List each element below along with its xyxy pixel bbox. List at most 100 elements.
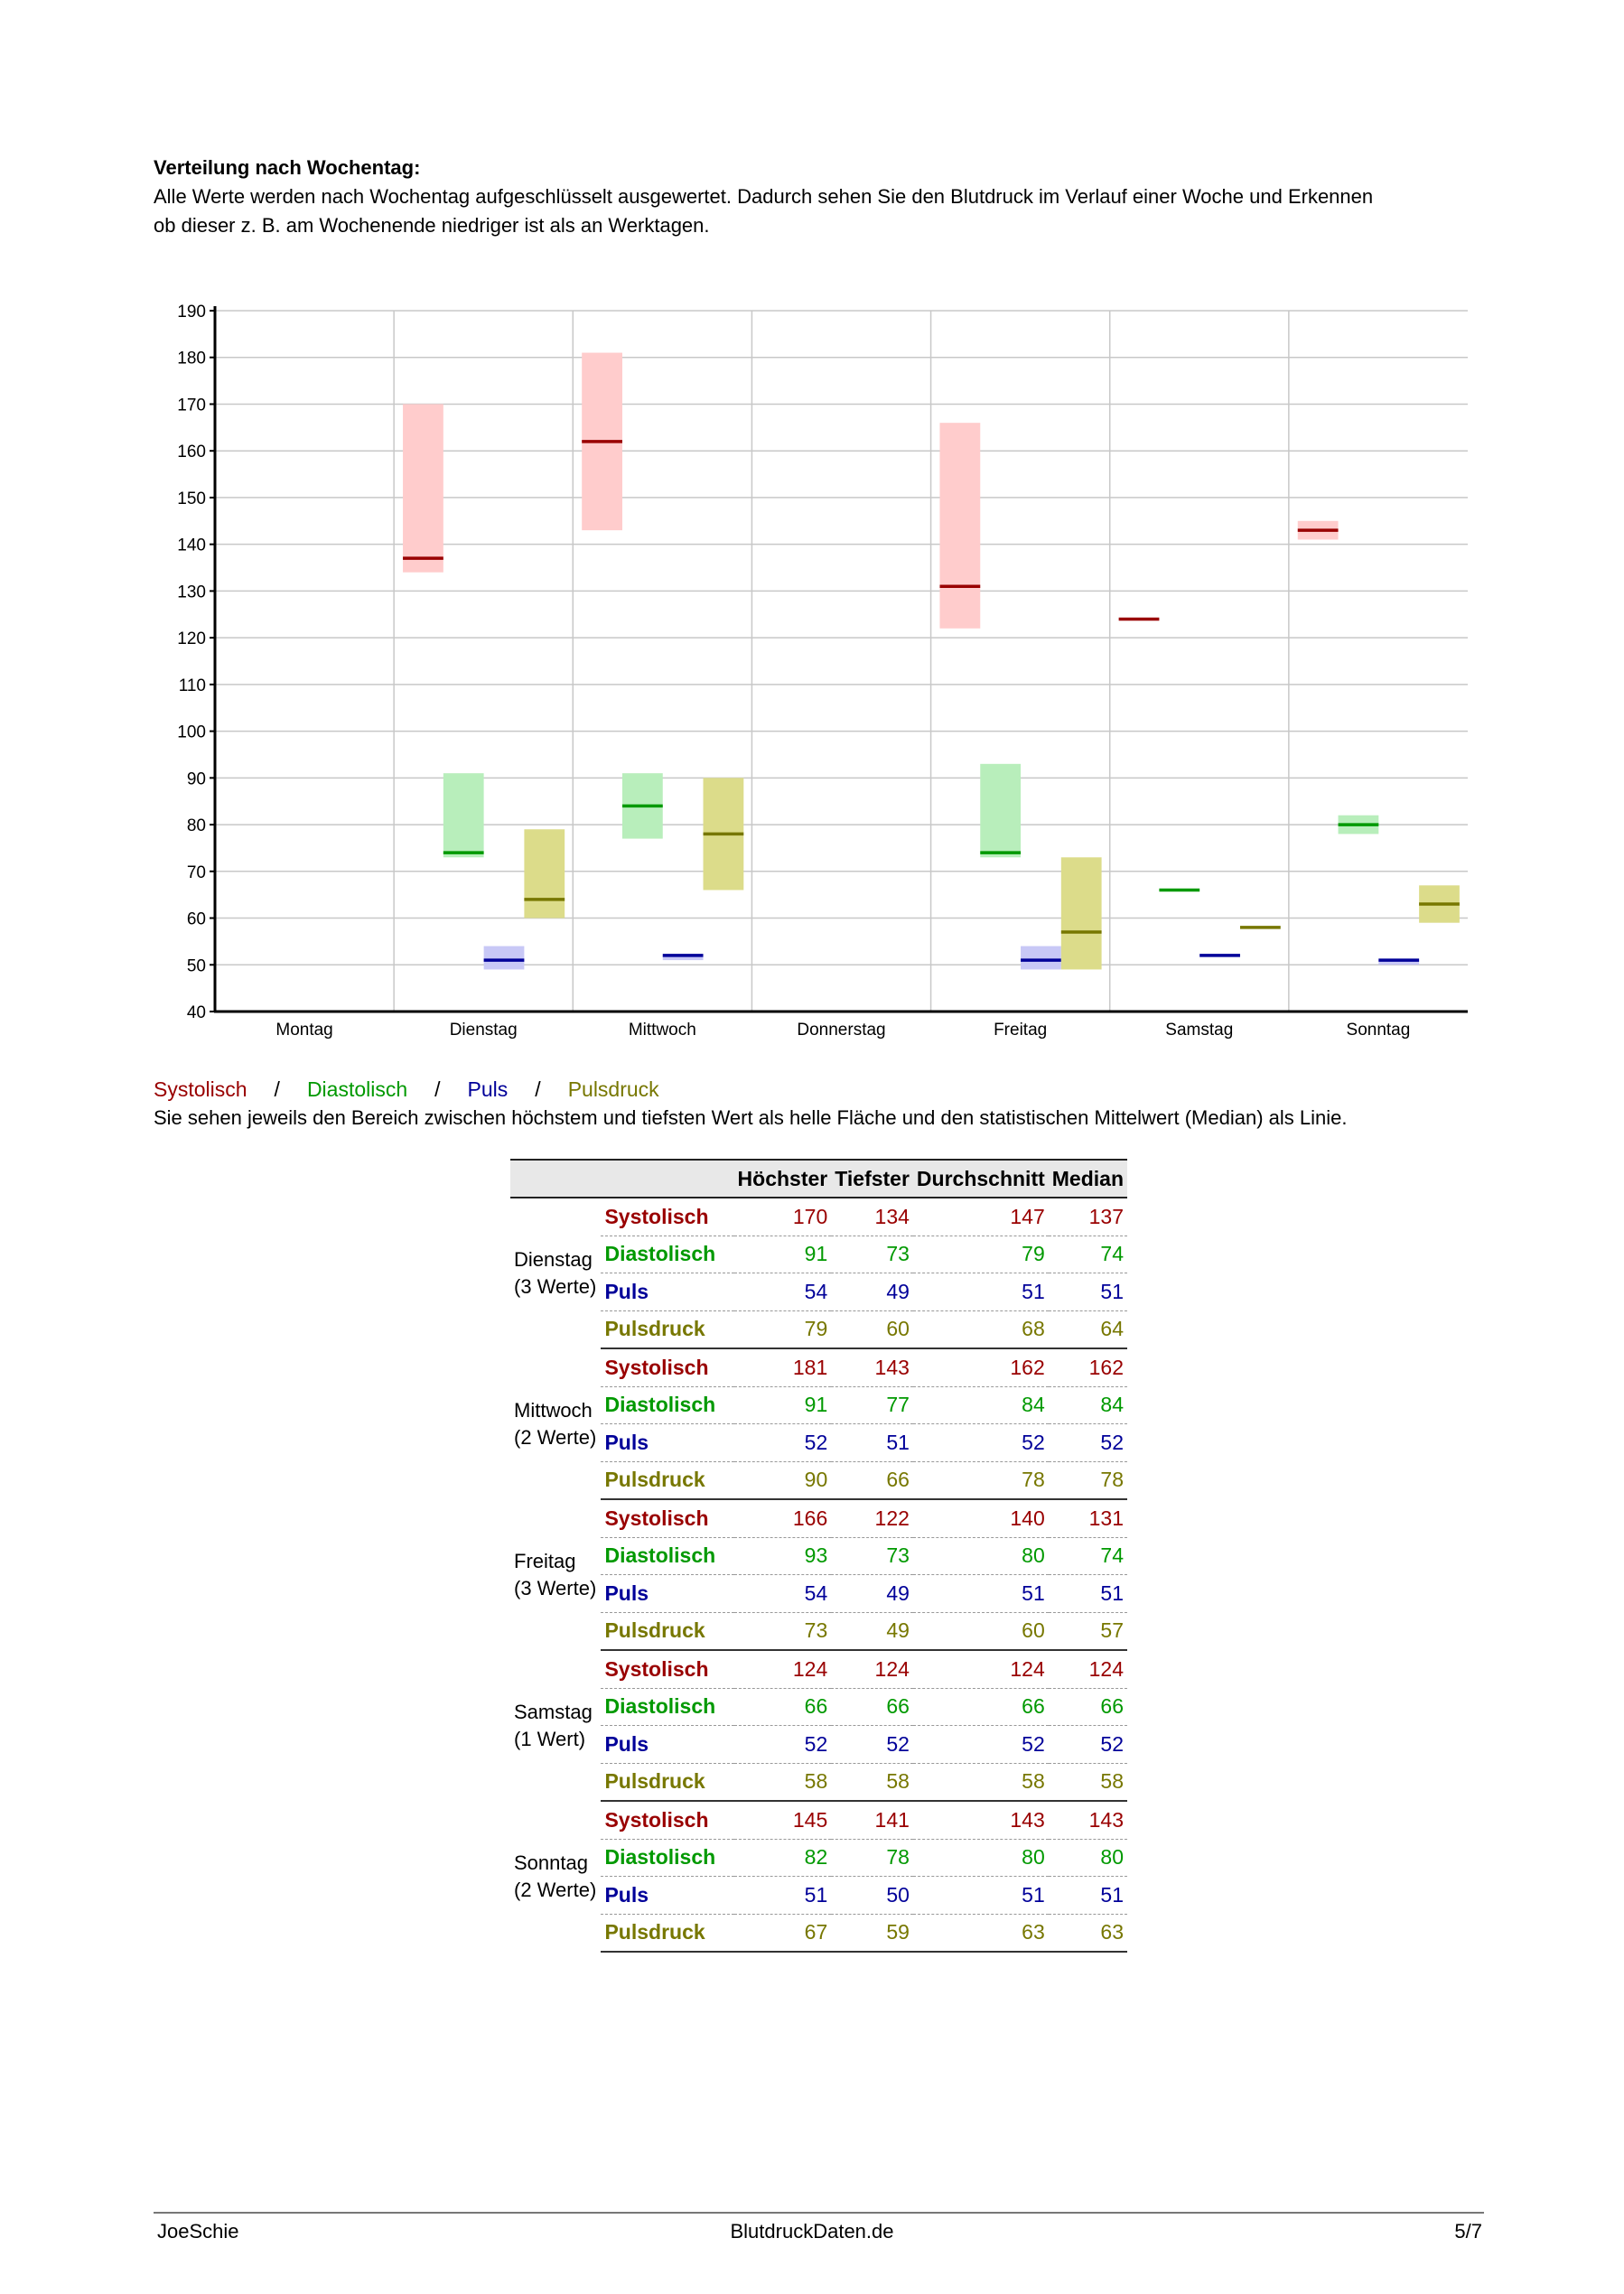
value-cell: 122 [831,1499,913,1538]
y-tick-label: 40 [187,1003,206,1022]
range-bar-puls [483,946,525,970]
parameter-label: Pulsdruck [601,1612,734,1651]
value-cell: 143 [1048,1801,1127,1840]
value-cell: 79 [912,1236,1049,1273]
value-count: (2 Werte) [514,1878,597,1901]
table-row: Pulsdruck 58 58 58 58 [510,1763,1127,1802]
footer-divider [154,2212,1484,2214]
value-cell: 147 [912,1198,1049,1236]
value-cell: 78 [1048,1461,1127,1500]
table-row: Diastolisch 91 77 84 84 [510,1386,1127,1424]
value-cell: 52 [1048,1725,1127,1764]
legend-separator: / [274,1077,280,1101]
value-cell: 93 [733,1537,832,1575]
legend-diastolisch: Diastolisch [306,1077,408,1101]
parameter-label: Puls [601,1574,734,1613]
y-tick-label: 70 [187,863,206,882]
intro-section: Verteilung nach Wochentag: Alle Werte we… [154,154,1490,240]
value-cell: 124 [912,1650,1049,1689]
value-cell: 170 [733,1198,832,1236]
value-cell: 78 [831,1839,913,1877]
y-tick-label: 150 [177,490,206,508]
footer-author: JoeSchie [157,2220,239,2243]
parameter-label: Pulsdruck [601,1461,734,1500]
value-cell: 66 [831,1688,913,1726]
value-cell: 51 [1048,1273,1127,1311]
value-count: (1 Wert) [514,1727,586,1750]
value-cell: 80 [1048,1839,1127,1877]
value-cell: 52 [912,1423,1049,1462]
value-cell: 73 [733,1612,832,1651]
value-cell: 51 [1048,1574,1127,1613]
weekday-name: Samstag [514,1700,593,1723]
parameter-label: Diastolisch [601,1839,734,1877]
parameter-label: Systolisch [601,1650,734,1689]
value-cell: 91 [733,1386,832,1424]
range-bar-puls [1021,946,1061,970]
weekday-name: Sonntag [514,1851,588,1874]
value-cell: 84 [1048,1386,1127,1424]
table-row: Diastolisch 91 73 79 74 [510,1236,1127,1273]
table-row: Diastolisch 82 78 80 80 [510,1839,1127,1877]
value-cell: 66 [733,1688,832,1726]
value-count: (3 Werte) [514,1275,597,1298]
weekday-cell: Sonntag (2 Werte) [510,1801,601,1952]
header-tiefster: Tiefster [831,1159,913,1198]
table-row: Diastolisch 93 73 80 74 [510,1537,1127,1575]
value-cell: 52 [831,1725,913,1764]
y-tick-label: 100 [177,723,206,742]
value-cell: 58 [733,1763,832,1802]
value-cell: 52 [733,1725,832,1764]
table-row: Puls 54 49 51 51 [510,1273,1127,1311]
parameter-label: Pulsdruck [601,1310,734,1349]
parameter-label: Puls [601,1725,734,1764]
value-cell: 57 [1048,1612,1127,1651]
value-cell: 63 [912,1914,1049,1953]
table-row: Puls 52 51 52 52 [510,1423,1127,1462]
table-row: Pulsdruck 90 66 78 78 [510,1461,1127,1500]
table-row: Freitag (3 Werte) Systolisch 166 122 140 131 [510,1499,1127,1599]
parameter-label: Diastolisch [601,1386,734,1424]
table-row: Pulsdruck 79 60 68 64 [510,1310,1127,1349]
value-cell: 74 [1048,1236,1127,1273]
weekday-cell: Samstag (1 Wert) [510,1650,601,1801]
value-cell: 50 [831,1876,913,1915]
table-row: Puls 52 52 52 52 [510,1725,1127,1764]
weekday-cell: Mittwoch (2 Werte) [510,1348,601,1499]
value-cell: 162 [912,1348,1049,1387]
value-cell: 54 [733,1574,832,1613]
value-cell: 82 [733,1839,832,1877]
weekday-range-chart: 40 50 60 70 80 90 100 110 120 130 140 150 160 170 180 1… [177,303,1468,1040]
x-tick-label: Mittwoch [629,1021,696,1040]
y-tick-label: 170 [177,396,206,415]
y-tick-label: 190 [177,303,206,322]
parameter-label: Diastolisch [601,1236,734,1273]
value-cell: 52 [733,1423,832,1462]
value-cell: 66 [912,1688,1049,1726]
value-cell: 166 [733,1499,832,1538]
header-corner [601,1159,734,1198]
value-cell: 91 [733,1236,832,1273]
footer-page-number: 5/7 [1454,2220,1482,2243]
range-bar-diastolisch [980,763,1022,858]
footer-site: BlutdruckDaten.de [730,2220,894,2243]
x-tick-label: Donnerstag [797,1021,885,1040]
range-bar-pulsdruck [524,829,565,919]
parameter-label: Diastolisch [601,1537,734,1575]
value-cell: 141 [831,1801,913,1840]
table-row: Puls 51 50 51 51 [510,1876,1127,1915]
value-cell: 52 [1048,1423,1127,1462]
weekday-cell: Dienstag (3 Werte) [510,1198,601,1348]
value-cell: 80 [912,1537,1049,1575]
table-header-row: Höchster Tiefster Durchschnitt Median [510,1159,1127,1198]
y-tick-label: 90 [187,769,206,788]
table-row: Sonntag (2 Werte) Systolisch 145 141 143 143 [510,1801,1127,1901]
table-row: Pulsdruck 67 59 63 63 [510,1914,1127,1953]
table-row: Puls 54 49 51 51 [510,1574,1127,1613]
value-count: (3 Werte) [514,1576,597,1599]
y-tick-label: 130 [177,583,206,601]
range-bar-systolisch [403,404,443,573]
y-tick-label: 120 [177,629,206,648]
parameter-label: Puls [601,1423,734,1462]
parameter-label: Systolisch [601,1801,734,1840]
